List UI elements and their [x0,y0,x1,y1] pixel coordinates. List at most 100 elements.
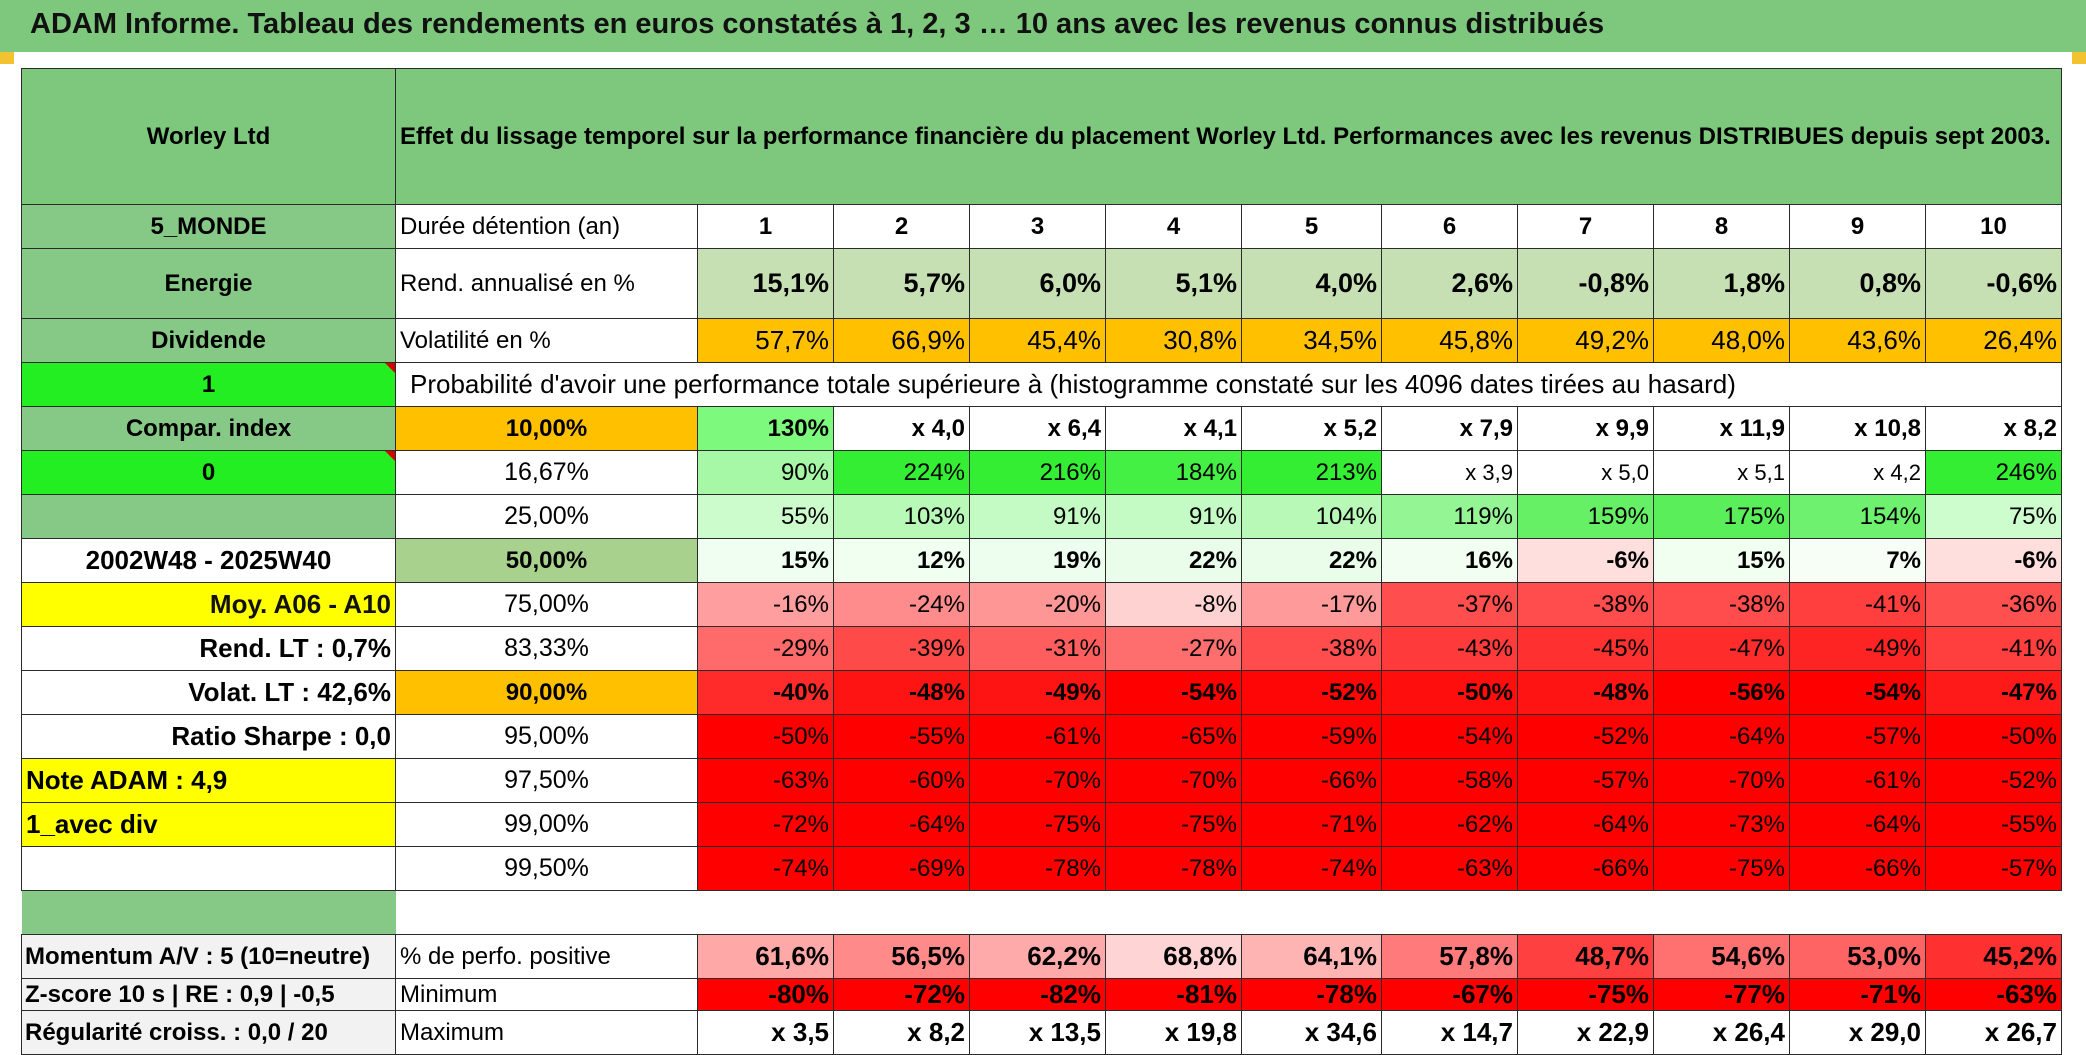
quantile-value: -38% [1517,582,1654,627]
quantile-value: -52% [1925,758,2062,803]
quantile-value: -38% [1653,582,1790,627]
quantile-value: -48% [1517,670,1654,715]
quantile-value: -6% [1925,538,2062,583]
quantile-value: x 4,1 [1105,406,1242,451]
pos-value: 61,6% [697,934,834,979]
quantile-value: -54% [1789,670,1926,715]
quantile-value: -31% [969,626,1106,671]
duree-label: Durée détention (an) [395,204,698,249]
quantile-value: -78% [969,846,1106,891]
quantile-value: -70% [1105,758,1242,803]
quantile-value: -73% [1653,802,1790,847]
quantile-value: -62% [1381,802,1518,847]
rend-value: 15,1% [697,248,834,319]
blank-cell [1925,362,2062,407]
quantile-value: 246% [1925,450,2062,495]
quantile-value: x 5,0 [1517,450,1654,495]
min-value: -77% [1653,978,1790,1011]
quantile-value: -20% [969,582,1106,627]
quantile-value: -54% [1105,670,1242,715]
quantile-value: 91% [969,494,1106,539]
pos-value: 54,6% [1653,934,1790,979]
type-label: Dividende [21,318,396,363]
quantile-value: -54% [1381,714,1518,759]
quantile-label: 83,33% [395,626,698,671]
year-header: 10 [1925,204,2062,249]
quantile-value: 75% [1925,494,2062,539]
year-header: 1 [697,204,834,249]
rend-value: 5,7% [833,248,970,319]
performance-table: Worley Ltd Effet du lissage temporel sur … [21,68,2062,1055]
quantile-value: -57% [1789,714,1926,759]
pos-value: 53,0% [1789,934,1926,979]
quantile-value: x 4,0 [833,406,970,451]
quantile-value: 90% [697,450,834,495]
compar-index-label: Compar. index [21,406,396,451]
spacer-green [21,890,396,935]
year-header: 4 [1105,204,1242,249]
quantile-value: -24% [833,582,970,627]
page-title: ADAM Informe. Tableau des rendements en … [30,8,1605,40]
quantile-value: -63% [697,758,834,803]
min-label: Minimum [395,978,698,1011]
rend-label: Rend. annualisé en % [395,248,698,319]
quantile-value: x 9,9 [1517,406,1654,451]
min-value: -75% [1517,978,1654,1011]
rend-value: -0,6% [1925,248,2062,319]
quantile-value: 104% [1241,494,1382,539]
quantile-value: -48% [833,670,970,715]
min-value: -81% [1105,978,1242,1011]
year-header: 3 [969,204,1106,249]
quantile-value: 19% [969,538,1106,583]
probability-label: Probabilité d'avoir une performance tota… [395,362,1926,407]
region-label: 5_MONDE [21,204,396,249]
volat-lt-label: Volat. LT : 42,6% [21,670,396,715]
vol-value: 66,9% [833,318,970,363]
quantile-label: 90,00% [395,670,698,715]
max-value: x 26,7 [1925,1010,2062,1055]
max-value: x 26,4 [1653,1010,1790,1055]
quantile-value: -66% [1789,846,1926,891]
quantile-value: -61% [1789,758,1926,803]
quantile-value: -69% [833,846,970,891]
description: Effet du lissage temporel sur la perform… [395,68,2062,205]
quantile-value: x 6,4 [969,406,1106,451]
quantile-value: 55% [697,494,834,539]
pos-value: 68,8% [1105,934,1242,979]
quantile-value: -61% [969,714,1106,759]
quantile-value: -78% [1105,846,1242,891]
value-zero: 0 [21,450,396,495]
quantile-value: 12% [833,538,970,583]
quantile-value: -41% [1925,626,2062,671]
quantile-value: x 11,9 [1653,406,1790,451]
vol-value: 48,0% [1653,318,1790,363]
rend-value: 5,1% [1105,248,1242,319]
pos-value: 64,1% [1241,934,1382,979]
quantile-label: 99,00% [395,802,698,847]
quantile-value: -43% [1381,626,1518,671]
pos-value: 62,2% [969,934,1106,979]
company-name: Worley Ltd [21,68,396,205]
quantile-value: 159% [1517,494,1654,539]
rend-value: 1,8% [1653,248,1790,319]
year-header: 9 [1789,204,1926,249]
year-header: 2 [833,204,970,249]
rend-value: -0,8% [1517,248,1654,319]
zscore-label: Z-score 10 s | RE : 0,9 | -0,5 [21,978,396,1011]
vol-value: 30,8% [1105,318,1242,363]
quantile-value: -57% [1517,758,1654,803]
vol-value: 49,2% [1517,318,1654,363]
quantile-value: -56% [1653,670,1790,715]
quantile-value: 175% [1653,494,1790,539]
quantile-value: -55% [1925,802,2062,847]
quantile-value: -47% [1653,626,1790,671]
min-value: -63% [1925,978,2062,1011]
max-value: x 29,0 [1789,1010,1926,1055]
quantile-value: x 8,2 [1925,406,2062,451]
max-label: Maximum [395,1010,698,1055]
quantile-value: -47% [1925,670,2062,715]
quantile-value: -64% [1517,802,1654,847]
quantile-value: -8% [1105,582,1242,627]
quantile-value: -52% [1241,670,1382,715]
quantile-value: -49% [1789,626,1926,671]
